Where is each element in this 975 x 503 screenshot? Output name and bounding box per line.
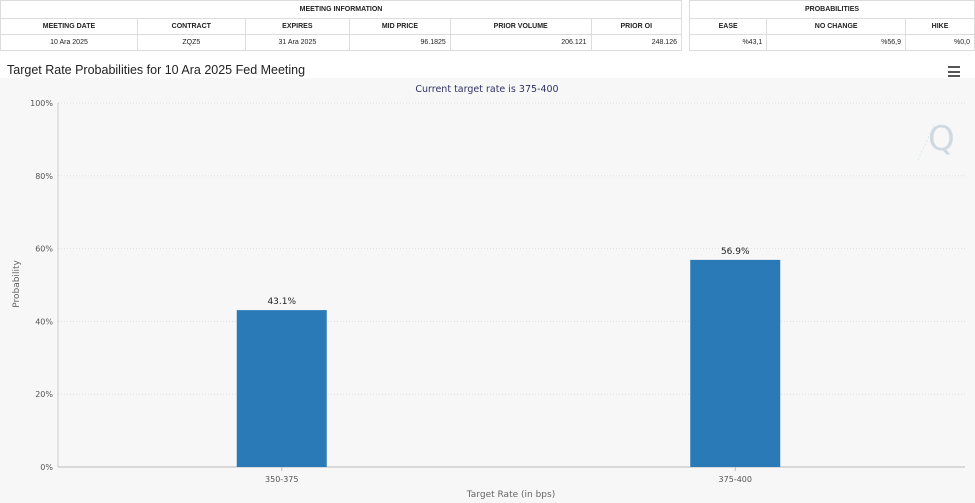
x-tick-label: 375-400: [719, 475, 752, 484]
table-row: 10 Ara 2025 ZQZ5 31 Ara 2025 96.1825 206…: [0, 34, 683, 51]
x-axis-label: Target Rate (in bps): [466, 490, 555, 500]
header-mid-price: MID PRICE: [349, 18, 451, 35]
header-ease: EASE: [688, 18, 768, 35]
y-tick-label: 60%: [35, 245, 53, 254]
bar-350-375[interactable]: [236, 310, 327, 467]
header-prior-oi: PRIOR OI: [590, 18, 683, 35]
cell-no-change: %56,9: [766, 34, 907, 51]
cell-meeting-date: 10 Ara 2025: [0, 34, 138, 51]
header-prior-volume: PRIOR VOLUME: [449, 18, 592, 35]
chart-title: Target Rate Probabilities for 10 Ara 202…: [7, 63, 306, 77]
header-hike: HIKE: [905, 18, 975, 35]
header-meeting-date: MEETING DATE: [0, 18, 138, 35]
cell-expires: 31 Ara 2025: [244, 34, 351, 51]
bar-chart: Current target rate is 375-400 0% 20% 40% 6…: [0, 78, 975, 503]
data-label: 43.1%: [267, 297, 296, 307]
data-label: 56.9%: [721, 247, 750, 257]
probabilities-table: PROBABILITIES EASE NO CHANGE HIKE %43,1 …: [688, 0, 975, 51]
header-no-change: NO CHANGE: [766, 18, 907, 35]
cell-contract: ZQZ5: [136, 34, 246, 51]
x-tick-label: 350-375: [265, 475, 298, 484]
cell-ease: %43,1: [688, 34, 768, 51]
y-tick-label: 80%: [35, 172, 53, 181]
cell-prior-oi: 248.126: [590, 34, 683, 51]
table-row: %43,1 %56,9 %0,0: [688, 34, 975, 51]
probabilities-heading: PROBABILITIES: [689, 0, 975, 19]
chart-background: [0, 78, 975, 503]
hamburger-menu-icon[interactable]: [948, 66, 960, 77]
cell-hike: %0,0: [905, 34, 975, 51]
q-logo-icon: Q: [917, 119, 955, 161]
cell-mid-price: 96.1825: [349, 34, 451, 51]
y-tick-label: 0%: [40, 463, 53, 472]
cell-prior-volume: 206.121: [449, 34, 592, 51]
meeting-information-heading: MEETING INFORMATION: [0, 0, 682, 19]
svg-text:Q: Q: [928, 119, 955, 159]
y-tick-label: 100%: [30, 99, 53, 108]
meeting-information-table: MEETING INFORMATION MEETING DATE CONTRAC…: [0, 0, 683, 51]
chart-subtitle: Current target rate is 375-400: [415, 84, 558, 95]
y-tick-label: 40%: [35, 317, 53, 326]
y-axis-label: Probability: [12, 260, 22, 308]
header-contract: CONTRACT: [136, 18, 246, 35]
bar-375-400[interactable]: [690, 259, 781, 467]
header-expires: EXPIRES: [244, 18, 351, 35]
y-tick-label: 20%: [35, 390, 53, 399]
